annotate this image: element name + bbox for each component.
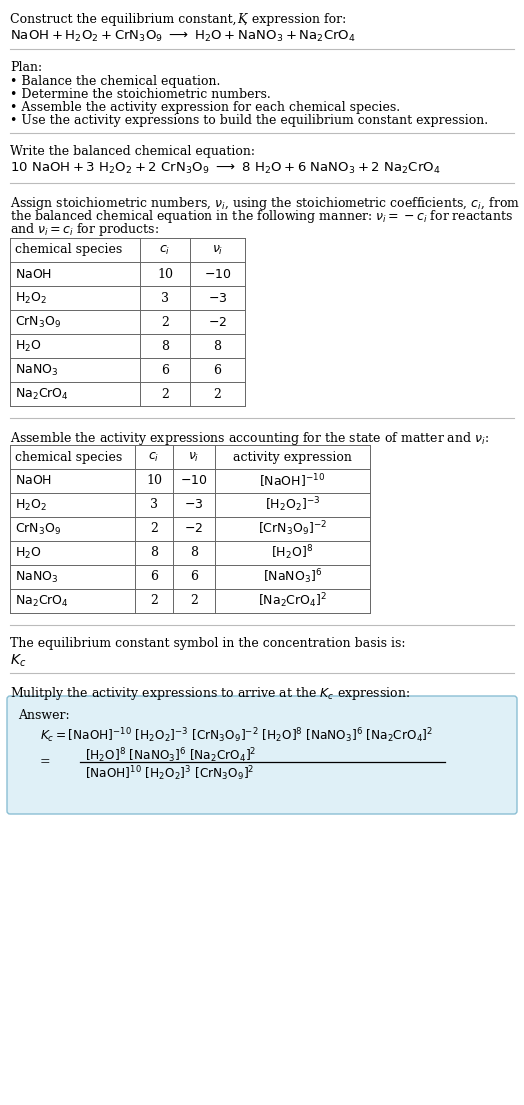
Text: $\mathrm{[CrN_3O_9]^{-2}}$: $\mathrm{[CrN_3O_9]^{-2}}$ (258, 519, 327, 538)
Bar (10, 238, 245, 406)
Text: $\mathrm{CrN_3O_9}$: $\mathrm{CrN_3O_9}$ (15, 315, 61, 329)
Text: $\mathrm{NaNO_3}$: $\mathrm{NaNO_3}$ (15, 362, 58, 378)
Text: , expression for:: , expression for: (244, 13, 346, 27)
Text: 2: 2 (161, 388, 169, 400)
Text: 6: 6 (161, 364, 169, 377)
Text: $K_c$: $K_c$ (10, 653, 26, 670)
Text: 10: 10 (146, 474, 162, 487)
Text: • Balance the chemical equation.: • Balance the chemical equation. (10, 75, 221, 88)
Text: 10: 10 (157, 267, 173, 281)
Text: $\mathrm{NaOH}$: $\mathrm{NaOH}$ (15, 267, 52, 281)
Text: Construct the equilibrium constant,: Construct the equilibrium constant, (10, 13, 241, 27)
Text: $-3$: $-3$ (184, 498, 204, 512)
Text: $c_i$: $c_i$ (159, 243, 171, 256)
Text: the balanced chemical equation in the following manner: $\nu_i = -c_i$ for react: the balanced chemical equation in the fo… (10, 208, 513, 225)
Text: Assemble the activity expressions accounting for the state of matter and $\nu_i$: Assemble the activity expressions accoun… (10, 430, 489, 448)
Text: $\mathrm{CrN_3O_9}$: $\mathrm{CrN_3O_9}$ (15, 522, 61, 537)
Text: 6: 6 (213, 364, 222, 377)
Text: $\mathrm{H_2O}$: $\mathrm{H_2O}$ (15, 546, 41, 560)
Text: =: = (40, 756, 51, 768)
FancyBboxPatch shape (7, 696, 517, 814)
Text: 8: 8 (150, 547, 158, 559)
Text: $-2$: $-2$ (184, 523, 203, 536)
Text: 8: 8 (161, 339, 169, 352)
Text: $\mathrm{NaOH + H_2O_2 + CrN_3O_9\ {\longrightarrow}\ H_2O + NaNO_3 + Na_2CrO_4}: $\mathrm{NaOH + H_2O_2 + CrN_3O_9\ {\lon… (10, 29, 356, 44)
Text: $\mathrm{[NaOH]^{-10}}$: $\mathrm{[NaOH]^{-10}}$ (259, 472, 325, 490)
Text: K: K (237, 13, 246, 27)
Text: $\mathrm{[H_2O_2]^{-3}}$: $\mathrm{[H_2O_2]^{-3}}$ (265, 496, 320, 514)
Text: $-3$: $-3$ (208, 292, 227, 305)
Text: 3: 3 (161, 292, 169, 305)
Text: $\nu_i$: $\nu_i$ (188, 451, 200, 464)
Text: The equilibrium constant symbol in the concentration basis is:: The equilibrium constant symbol in the c… (10, 636, 406, 650)
Text: 2: 2 (190, 594, 198, 608)
Text: $\mathrm{H_2O_2}$: $\mathrm{H_2O_2}$ (15, 291, 47, 306)
Text: $c_i$: $c_i$ (148, 451, 160, 464)
Text: and $\nu_i = c_i$ for products:: and $\nu_i = c_i$ for products: (10, 221, 159, 238)
Text: Answer:: Answer: (18, 709, 70, 722)
Text: $\mathrm{[H_2O]^8\ [NaNO_3]^6\ [Na_2CrO_4]^2}$: $\mathrm{[H_2O]^8\ [NaNO_3]^6\ [Na_2CrO_… (85, 746, 256, 765)
Text: Mulitply the activity expressions to arrive at the $K_c$ expression:: Mulitply the activity expressions to arr… (10, 685, 410, 702)
Text: • Determine the stoichiometric numbers.: • Determine the stoichiometric numbers. (10, 88, 271, 101)
Text: $\nu_i$: $\nu_i$ (212, 243, 223, 256)
Text: $\mathrm{[Na_2CrO_4]^2}$: $\mathrm{[Na_2CrO_4]^2}$ (258, 591, 327, 610)
Text: $\mathrm{NaOH}$: $\mathrm{NaOH}$ (15, 474, 52, 487)
Text: 8: 8 (190, 547, 198, 559)
Text: 2: 2 (150, 594, 158, 608)
Text: $\mathrm{[NaNO_3]^6}$: $\mathrm{[NaNO_3]^6}$ (263, 568, 322, 587)
Text: $\mathrm{Na_2CrO_4}$: $\mathrm{Na_2CrO_4}$ (15, 387, 69, 401)
Text: activity expression: activity expression (233, 451, 352, 463)
Text: 2: 2 (150, 523, 158, 536)
Text: 3: 3 (150, 498, 158, 512)
Text: chemical species: chemical species (15, 451, 122, 463)
Text: Assign stoichiometric numbers, $\nu_i$, using the stoichiometric coefficients, $: Assign stoichiometric numbers, $\nu_i$, … (10, 194, 520, 212)
Text: $\mathrm{NaNO_3}$: $\mathrm{NaNO_3}$ (15, 569, 58, 585)
Text: Plan:: Plan: (10, 61, 42, 74)
Text: 2: 2 (214, 388, 222, 400)
Text: 8: 8 (213, 339, 222, 352)
Text: 6: 6 (150, 570, 158, 583)
Text: Write the balanced chemical equation:: Write the balanced chemical equation: (10, 145, 255, 158)
Text: $\mathrm{H_2O}$: $\mathrm{H_2O}$ (15, 338, 41, 354)
Text: $K_c = \mathrm{[NaOH]^{-10}\ [H_2O_2]^{-3}\ [CrN_3O_9]^{-2}\ [H_2O]^8\ [NaNO_3]^: $K_c = \mathrm{[NaOH]^{-10}\ [H_2O_2]^{-… (40, 726, 433, 745)
Text: • Assemble the activity expression for each chemical species.: • Assemble the activity expression for e… (10, 101, 400, 114)
Text: $\mathrm{H_2O_2}$: $\mathrm{H_2O_2}$ (15, 497, 47, 513)
Text: chemical species: chemical species (15, 243, 122, 256)
Text: $-10$: $-10$ (204, 267, 231, 281)
Text: 2: 2 (161, 316, 169, 328)
Text: $-2$: $-2$ (208, 316, 227, 328)
Text: $-10$: $-10$ (180, 474, 208, 487)
Text: $\mathrm{[H_2O]^8}$: $\mathrm{[H_2O]^8}$ (271, 544, 313, 562)
Bar (10, 445, 370, 613)
Text: 6: 6 (190, 570, 198, 583)
Text: $\mathrm{10\ NaOH + 3\ H_2O_2 + 2\ CrN_3O_9\ {\longrightarrow}\ 8\ H_2O + 6\ NaN: $\mathrm{10\ NaOH + 3\ H_2O_2 + 2\ CrN_3… (10, 161, 441, 176)
Text: • Use the activity expressions to build the equilibrium constant expression.: • Use the activity expressions to build … (10, 114, 488, 127)
Text: $\mathrm{Na_2CrO_4}$: $\mathrm{Na_2CrO_4}$ (15, 593, 69, 609)
Text: $\mathrm{[NaOH]^{10}\ [H_2O_2]^3\ [CrN_3O_9]^2}$: $\mathrm{[NaOH]^{10}\ [H_2O_2]^3\ [CrN_3… (85, 764, 254, 782)
